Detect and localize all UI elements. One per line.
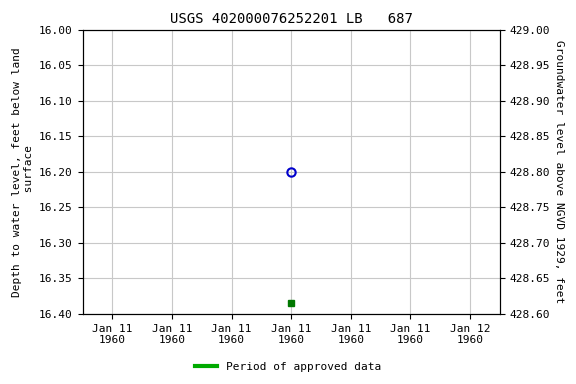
- Legend: Period of approved data: Period of approved data: [191, 358, 385, 377]
- Y-axis label: Groundwater level above NGVD 1929, feet: Groundwater level above NGVD 1929, feet: [554, 40, 564, 303]
- Title: USGS 402000076252201 LB   687: USGS 402000076252201 LB 687: [170, 12, 412, 26]
- Y-axis label: Depth to water level, feet below land
 surface: Depth to water level, feet below land su…: [12, 47, 33, 297]
